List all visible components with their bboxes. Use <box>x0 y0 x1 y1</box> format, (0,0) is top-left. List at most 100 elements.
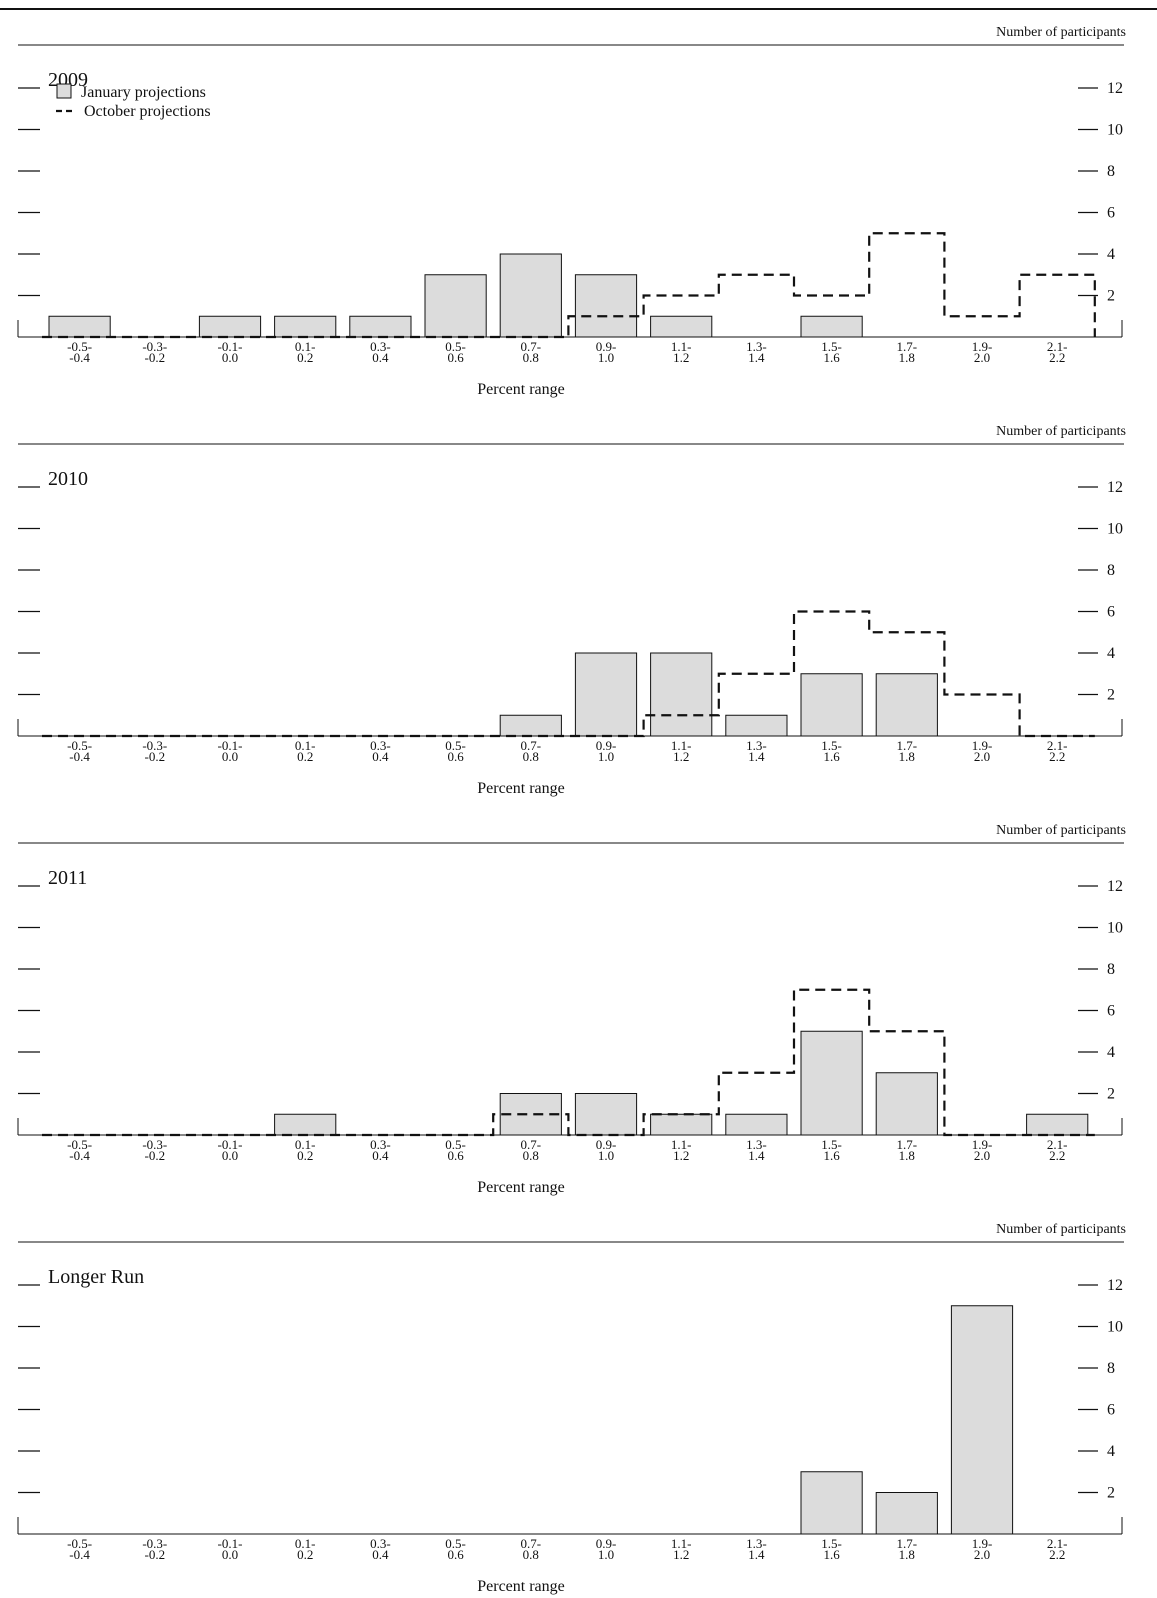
x-tick-label: 1.9-2.0 <box>972 339 993 365</box>
x-tick-label: 0.3-0.4 <box>370 1536 391 1562</box>
y-tick-label: 8 <box>1107 562 1115 579</box>
x-tick-label: 1.5-1.6 <box>821 1137 842 1163</box>
x-tick-label: 0.9-1.0 <box>596 738 617 764</box>
x-tick-label: 0.1-0.2 <box>295 738 316 764</box>
x-tick-label: 0.5-0.6 <box>445 1137 466 1163</box>
bar-2009-8 <box>650 315 713 338</box>
y-tick-label: 10 <box>1107 122 1123 139</box>
y-tick-label: 12 <box>1107 80 1123 97</box>
x-tick-label: -0.5--0.4 <box>67 1536 92 1562</box>
y-tick-label: 10 <box>1107 920 1123 937</box>
bar-longer-run-10 <box>800 1471 863 1535</box>
x-tick-label: 2.1-2.2 <box>1047 738 1068 764</box>
y-tick-label: 12 <box>1107 1277 1123 1294</box>
x-tick-label: 1.7-1.8 <box>897 1137 918 1163</box>
y-tick-label: 10 <box>1107 521 1123 538</box>
y-axis-label: Number of participants <box>996 1222 1126 1237</box>
panel-title-2011: 2011 <box>48 867 87 889</box>
x-tick-label: 0.9-1.0 <box>596 1536 617 1562</box>
y-axis-label: Number of participants <box>996 424 1126 439</box>
x-tick-label: 1.3-1.4 <box>746 738 767 764</box>
x-tick-label: -0.3--0.2 <box>142 1137 167 1163</box>
x-tick-label: 0.9-1.0 <box>596 1137 617 1163</box>
x-tick-label: 0.1-0.2 <box>295 1137 316 1163</box>
x-tick-label: 0.3-0.4 <box>370 339 391 365</box>
bar-2009-10 <box>800 315 863 338</box>
y-tick-label: 4 <box>1107 246 1115 263</box>
x-tick-label: 1.1-1.2 <box>671 738 692 764</box>
bar-2009-0 <box>48 315 111 338</box>
x-tick-label: -0.5--0.4 <box>67 339 92 365</box>
y-tick-label: 12 <box>1107 479 1123 496</box>
bar-2010-10 <box>800 673 863 737</box>
y-tick-label: 8 <box>1107 163 1115 180</box>
x-tick-label: 1.7-1.8 <box>897 1536 918 1562</box>
chart-panel-0: Number of participants200924681012-0.5--… <box>17 25 1126 398</box>
y-tick-label: 6 <box>1107 604 1115 621</box>
chart-panel-2: Number of participants 2011 2 4 6 8 10 12 -0.5--… <box>17 823 1126 1196</box>
x-tick-label: 1.1-1.2 <box>671 339 692 365</box>
x-tick-label: 1.7-1.8 <box>897 738 918 764</box>
bar-2011-9 <box>725 1113 788 1136</box>
x-tick-label: 1.7-1.8 <box>897 339 918 365</box>
x-tick-label: 0.7-0.8 <box>521 738 542 764</box>
bar-2011-11 <box>875 1072 938 1136</box>
y-tick-label: 4 <box>1107 1044 1115 1061</box>
step-line-2010 <box>42 610 1095 738</box>
x-tick-label: 0.1-0.2 <box>295 1536 316 1562</box>
chart-panel-3: Number of participants Longer Run 2 4 6 8 10 12… <box>17 1222 1126 1595</box>
y-tick-label: 6 <box>1107 1003 1115 1020</box>
bar-2009-6 <box>499 253 562 338</box>
x-tick-label: -0.1-0.0 <box>218 1536 243 1562</box>
bar-2011-13 <box>1026 1113 1089 1136</box>
x-tick-label: 1.9-2.0 <box>972 1137 993 1163</box>
bar-2010-7 <box>574 652 638 737</box>
x-axis-label: Percent range <box>477 381 565 398</box>
y-tick-label: 8 <box>1107 1360 1115 1377</box>
legend-label-october: October projections <box>84 103 211 120</box>
x-tick-label: 0.3-0.4 <box>370 738 391 764</box>
x-axis-label: Percent range <box>477 780 565 797</box>
y-tick-label: 4 <box>1107 1443 1115 1460</box>
chart-panel-1: Number of participants 2010 2 4 6 8 10 12 -0.5--… <box>17 424 1126 797</box>
bar-2009-3 <box>274 315 337 338</box>
y-tick-label: 2 <box>1107 687 1115 704</box>
x-tick-label: 1.5-1.6 <box>821 339 842 365</box>
bar-2011-3 <box>274 1113 337 1136</box>
bar-2009-7 <box>574 274 638 338</box>
y-tick-label: 6 <box>1107 205 1115 222</box>
bar-2009-5 <box>424 274 487 338</box>
x-tick-label: 1.1-1.2 <box>671 1137 692 1163</box>
x-tick-label: 2.1-2.2 <box>1047 1137 1068 1163</box>
bar-2010-6 <box>499 714 562 737</box>
bar-longer-run-11 <box>875 1492 938 1535</box>
x-tick-label: 0.7-0.8 <box>521 339 542 365</box>
x-tick-label: 1.3-1.4 <box>746 1137 767 1163</box>
x-axis-label: Percent range <box>477 1578 565 1595</box>
top-rule <box>0 8 1157 10</box>
x-tick-label: -0.5--0.4 <box>67 1137 92 1163</box>
y-tick-label: 2 <box>1107 288 1115 305</box>
step-line-2011 <box>42 988 1095 1137</box>
bar-2011-10 <box>800 1030 863 1136</box>
x-tick-label: 1.3-1.4 <box>746 339 767 365</box>
panel-title-2010: 2010 <box>48 468 88 490</box>
x-tick-label: 0.3-0.4 <box>370 1137 391 1163</box>
bar-2009-2 <box>198 315 262 338</box>
x-tick-label: 1.3-1.4 <box>746 1536 767 1562</box>
bar-2011-8 <box>650 1113 713 1136</box>
x-tick-label: -0.1-0.0 <box>218 738 243 764</box>
x-tick-label: 0.1-0.2 <box>295 339 316 365</box>
y-axis-label: Number of participants <box>996 823 1126 838</box>
x-tick-label: 1.1-1.2 <box>671 1536 692 1562</box>
x-tick-label: 1.9-2.0 <box>972 738 993 764</box>
legend-label-january: January projections <box>81 84 206 101</box>
x-tick-label: 0.5-0.6 <box>445 339 466 365</box>
panel-title-longer-run: Longer Run <box>48 1266 144 1288</box>
bar-2010-9 <box>725 714 788 737</box>
bar-2011-7 <box>574 1093 638 1136</box>
x-tick-label: 0.5-0.6 <box>445 738 466 764</box>
x-tick-label: 0.9-1.0 <box>596 339 617 365</box>
x-tick-label: -0.5--0.4 <box>67 738 92 764</box>
x-tick-label: 0.5-0.6 <box>445 1536 466 1562</box>
